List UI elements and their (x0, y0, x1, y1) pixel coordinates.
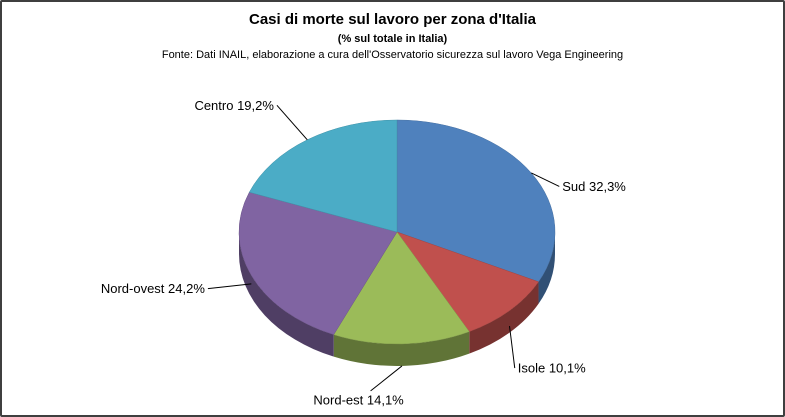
pie-label-leader-nord-ovest (207, 283, 252, 290)
pie-slice-nord-ovest (238, 191, 398, 335)
pie-slice-isole (396, 231, 539, 332)
pie-label-nord-est: Nord-est 14,1% (313, 392, 404, 407)
pie-slice-nord-ovest-rim (239, 232, 334, 357)
pie-slice-nord-est (333, 231, 470, 345)
pie-label-sud: Sud 32,3% (562, 179, 626, 194)
pie-slice-nord-est-rim (333, 331, 470, 367)
pie-slice-centro (248, 119, 398, 233)
pie-label-leader-isole (509, 326, 516, 369)
pie-label-leader-nord-est (370, 365, 403, 392)
pie-slice-sud (396, 119, 556, 283)
pie-label-nord-ovest: Nord-ovest 24,2% (101, 281, 205, 296)
pie-label-leader-sud (531, 172, 560, 187)
pie-label-isole: Isole 10,1% (518, 361, 586, 376)
pie-slice-isole-rim (469, 281, 539, 354)
pie-label-leader-centro (276, 105, 308, 141)
pie-label-centro: Centro 19,2% (194, 98, 274, 113)
